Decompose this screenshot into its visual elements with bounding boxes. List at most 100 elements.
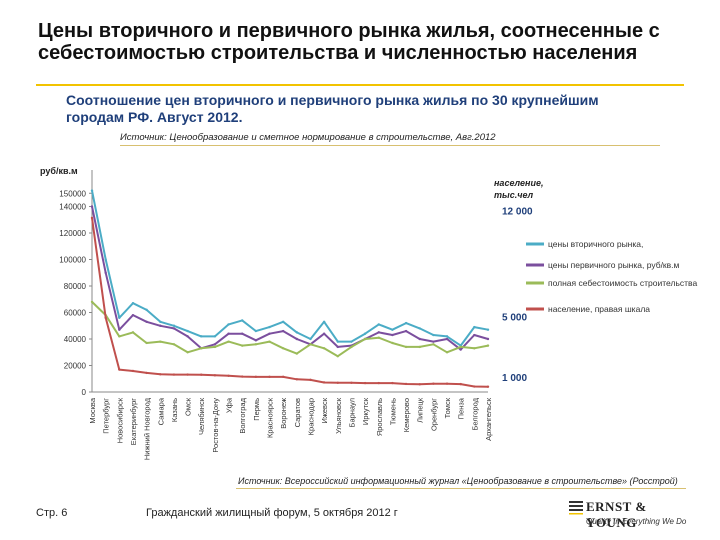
series-3-point	[159, 340, 162, 343]
series-line-4	[91, 217, 489, 388]
series-3-point	[486, 344, 490, 347]
series-4-point	[104, 316, 107, 319]
y-tick-label: 40000	[64, 335, 87, 344]
series-4-point	[418, 383, 421, 386]
series-3-point	[186, 351, 189, 354]
chart-title: Соотношение цен вторичного и первичного …	[66, 92, 599, 125]
series-1-point	[268, 325, 271, 329]
series-2-point	[295, 337, 299, 341]
y2-tick-label: 1 000	[502, 373, 527, 384]
series-4-point	[391, 381, 394, 385]
x-tick-label: Петербург	[102, 398, 111, 434]
series-4-point	[404, 382, 408, 386]
series-3-point	[473, 347, 476, 350]
series-1-point	[131, 302, 135, 305]
x-tick-label: Краснодар	[306, 398, 315, 435]
series-4-point	[268, 375, 271, 379]
series-1-point	[486, 328, 490, 331]
series-2-point	[391, 333, 394, 337]
x-tick-label: Белгород	[470, 397, 479, 430]
legend-label: цены вторичного рынка,	[548, 239, 643, 249]
slide-title: Цены вторичного и первичного рынка жилья…	[38, 20, 660, 64]
series-3-point	[172, 343, 176, 346]
series-1-point	[322, 320, 326, 323]
x-tick-label: Казань	[170, 398, 179, 422]
series-4-point	[363, 381, 367, 385]
series-4-point	[186, 373, 189, 376]
series-3-point	[241, 344, 244, 347]
series-3-point	[418, 345, 421, 349]
series-3-point	[254, 343, 258, 346]
series-1-point	[90, 189, 94, 192]
series-3-point	[309, 343, 312, 346]
series-2-point	[118, 328, 121, 331]
title-rule	[36, 84, 684, 86]
series-4-point	[322, 381, 326, 384]
x-tick-label: Иркутск	[361, 397, 370, 425]
series-4-point	[309, 378, 312, 382]
series-1-point	[432, 333, 435, 337]
x-tick-label: Архангельск	[484, 397, 493, 441]
bottom-source: Источник: Всероссийский информационный ж…	[238, 476, 678, 486]
footer-forum-text: Гражданский жилищный форум, 5 октября 20…	[146, 507, 398, 519]
series-2-point	[404, 329, 408, 333]
series-4-point	[118, 368, 121, 371]
legend-label: цены первичного рынка, руб/кв.м	[548, 260, 680, 270]
series-2-point	[473, 333, 476, 337]
series-2-point	[213, 343, 217, 346]
legend-label: население, правая шкала	[548, 304, 650, 314]
series-1-point	[336, 340, 339, 343]
y-tick-label: 0	[82, 388, 87, 397]
series-3-point	[432, 343, 435, 346]
series-1-point	[159, 320, 162, 323]
x-tick-label: Пенза	[457, 397, 466, 419]
series-2-point	[445, 337, 449, 341]
y-tick-label: 60000	[64, 309, 87, 318]
series-2-point	[268, 332, 271, 335]
series-1-point	[254, 329, 258, 333]
series-1-point	[363, 332, 367, 335]
x-tick-label: Тюмень	[388, 398, 397, 425]
series-2-point	[145, 320, 148, 323]
logo-tagline: Quality In Everything We Do	[586, 517, 687, 526]
series-line-1	[91, 190, 489, 347]
x-tick-label: Москва	[88, 397, 97, 423]
x-tick-label: Нижний Новгород	[143, 397, 152, 460]
series-4-point	[486, 385, 490, 388]
series-1-point	[227, 323, 230, 326]
series-3-point	[281, 347, 285, 350]
series-4-point	[336, 381, 339, 384]
series-2-point	[227, 332, 230, 335]
x-tick-label: Ульяновск	[334, 397, 343, 434]
series-3-point	[363, 337, 367, 341]
series-3-point	[404, 345, 408, 349]
series-2-point	[486, 337, 490, 341]
series-1-point	[391, 328, 394, 331]
x-tick-label: Ижевск	[320, 397, 329, 423]
series-1-point	[281, 320, 285, 323]
x-tick-label: Липецк	[416, 397, 425, 423]
series-1-point	[118, 316, 121, 319]
series-4-point	[90, 216, 94, 220]
series-line-2	[91, 206, 489, 351]
x-tick-label: Красноярск	[266, 397, 275, 438]
y-tick-label: 20000	[64, 362, 87, 371]
x-tick-label: Омск	[184, 397, 193, 416]
series-3-point	[295, 352, 299, 355]
series-3-point	[350, 345, 353, 349]
series-1-point	[295, 331, 299, 334]
x-tick-label: Ростов-на-Дону	[211, 398, 220, 453]
series-4-point	[159, 373, 162, 376]
series-4-point	[131, 369, 135, 373]
series-1-point	[309, 337, 312, 341]
x-tick-label: Оренбург	[429, 398, 438, 431]
series-4-point	[473, 385, 476, 388]
series-1-point	[418, 327, 421, 330]
series-4-point	[227, 374, 230, 377]
x-tick-label: Пермь	[252, 398, 261, 421]
series-2-point	[131, 313, 135, 317]
y-axis-label: руб/кв.м	[40, 166, 78, 176]
series-4-point	[350, 381, 353, 384]
series-3-point	[445, 351, 449, 354]
